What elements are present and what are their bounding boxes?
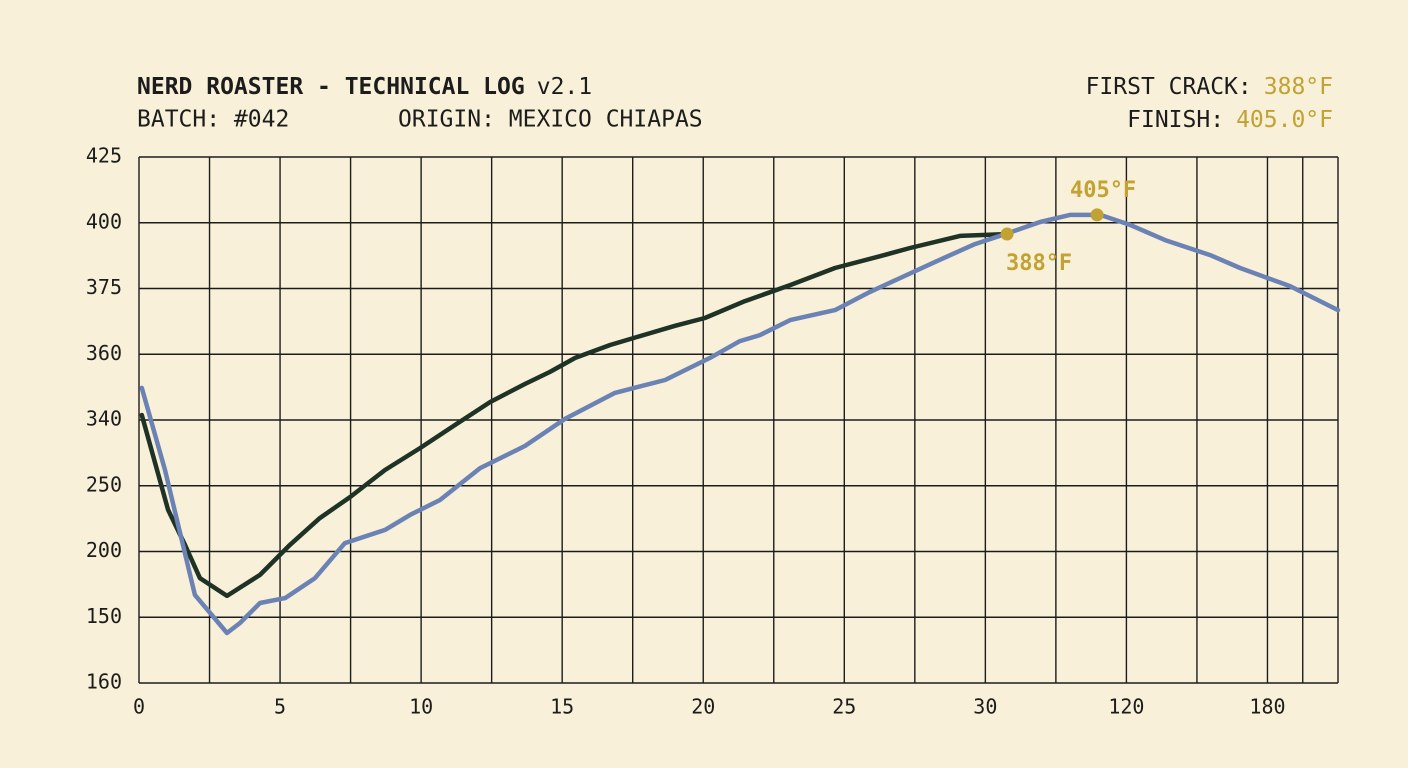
x-tick-label: 20 — [691, 695, 715, 719]
annotation-label: 388°F — [1006, 251, 1072, 276]
x-tick-label: 10 — [409, 695, 433, 719]
title: NERD ROASTER - TECHNICAL LOG v2.1 — [137, 74, 592, 100]
y-tick-label: 400 — [86, 209, 122, 233]
y-tick-label: 250 — [86, 472, 122, 496]
y-tick-label: 375 — [86, 275, 122, 299]
annotation-label: 405°F — [1070, 178, 1136, 203]
y-tick-label: 200 — [86, 538, 122, 562]
version: v2.1 — [537, 74, 592, 100]
annotation-point — [1000, 227, 1014, 241]
x-tick-label: 120 — [1108, 695, 1144, 719]
x-tick-label: 0 — [133, 695, 145, 719]
x-tick-label: 30 — [973, 695, 997, 719]
finish-label: FINISH: — [1127, 107, 1224, 133]
x-tick-label: 5 — [274, 695, 286, 719]
y-tick-label: 425 — [86, 144, 122, 168]
y-tick-label: 160 — [86, 670, 122, 694]
first-crack: FIRST CRACK: 388°F — [1086, 74, 1333, 100]
x-tick-label: 180 — [1249, 695, 1285, 719]
finish: FINISH: 405.0°F — [1127, 107, 1333, 133]
series-line — [139, 212, 1341, 636]
plot: 160 150 200 250 340 360 375 400 425 0 5 10 15 20 25 30 1… — [86, 144, 1341, 719]
y-tick-label: 360 — [86, 341, 122, 365]
first-crack-value: 388°F — [1264, 74, 1333, 100]
first-crack-label: FIRST CRACK: — [1086, 74, 1252, 100]
origin: ORIGIN: MEXICO CHIAPAS — [398, 107, 703, 133]
batch: BATCH: #042 — [137, 107, 289, 133]
x-tick-label: 25 — [832, 695, 856, 719]
y-tick-label: 340 — [86, 407, 122, 431]
annotation-point — [1090, 208, 1104, 222]
title-text: NERD ROASTER - TECHNICAL LOG — [137, 74, 525, 100]
x-tick-label: 15 — [550, 695, 574, 719]
finish-value: 405.0°F — [1236, 107, 1333, 133]
series-line — [139, 231, 1008, 599]
y-tick-label: 150 — [86, 604, 122, 628]
